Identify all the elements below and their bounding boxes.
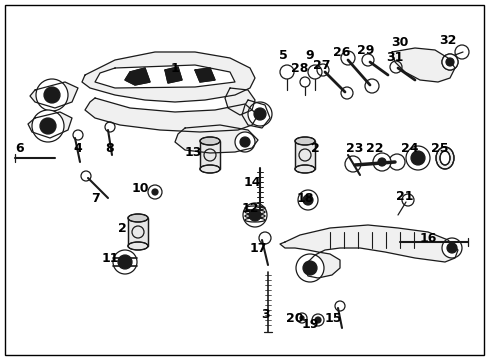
- Text: 2: 2: [310, 141, 319, 154]
- Circle shape: [303, 195, 312, 205]
- Circle shape: [299, 316, 304, 320]
- Text: 29: 29: [357, 44, 374, 57]
- Ellipse shape: [128, 214, 148, 222]
- Text: 3: 3: [260, 309, 269, 321]
- Circle shape: [118, 255, 132, 269]
- Text: 14: 14: [243, 176, 260, 189]
- Polygon shape: [82, 52, 254, 102]
- Text: 6: 6: [16, 141, 24, 154]
- Text: 4: 4: [74, 141, 82, 154]
- Circle shape: [314, 317, 320, 323]
- Text: 23: 23: [346, 141, 363, 154]
- Circle shape: [113, 250, 137, 274]
- Bar: [128, 218, 148, 246]
- Bar: [294, 141, 314, 169]
- Circle shape: [152, 189, 158, 195]
- Text: 17: 17: [249, 242, 266, 255]
- Polygon shape: [175, 125, 258, 153]
- Polygon shape: [391, 48, 454, 82]
- Text: 26: 26: [333, 45, 350, 59]
- Circle shape: [377, 158, 385, 166]
- Text: 18: 18: [296, 192, 313, 204]
- Polygon shape: [224, 88, 254, 115]
- Polygon shape: [125, 68, 150, 85]
- Text: 22: 22: [366, 141, 383, 154]
- Text: 7: 7: [90, 192, 99, 204]
- Circle shape: [296, 313, 306, 323]
- Text: 10: 10: [131, 181, 148, 194]
- Text: 28: 28: [291, 62, 308, 75]
- Text: 13: 13: [184, 145, 201, 158]
- Circle shape: [410, 151, 424, 165]
- Circle shape: [297, 190, 317, 210]
- Bar: [200, 141, 220, 169]
- Polygon shape: [280, 225, 457, 278]
- Circle shape: [44, 87, 60, 103]
- Circle shape: [40, 118, 56, 134]
- Text: 32: 32: [438, 33, 456, 46]
- Circle shape: [441, 54, 457, 70]
- Polygon shape: [164, 67, 182, 83]
- Circle shape: [446, 243, 456, 253]
- Text: 21: 21: [395, 189, 413, 202]
- Circle shape: [303, 261, 316, 275]
- Circle shape: [247, 102, 271, 126]
- Text: 24: 24: [401, 141, 418, 154]
- Text: 19: 19: [301, 319, 318, 332]
- Circle shape: [295, 254, 324, 282]
- Text: 27: 27: [313, 59, 330, 72]
- Text: 2: 2: [118, 221, 126, 234]
- Polygon shape: [242, 100, 269, 128]
- Ellipse shape: [294, 137, 314, 145]
- Text: 30: 30: [390, 36, 408, 49]
- Ellipse shape: [435, 147, 453, 169]
- Text: 1: 1: [170, 62, 179, 75]
- Text: 20: 20: [285, 311, 303, 324]
- Polygon shape: [85, 98, 258, 132]
- Text: 11: 11: [101, 252, 119, 265]
- Polygon shape: [195, 68, 215, 82]
- Ellipse shape: [294, 165, 314, 173]
- Ellipse shape: [128, 242, 148, 250]
- Text: 31: 31: [386, 50, 403, 63]
- Bar: [200, 141, 220, 169]
- Circle shape: [405, 146, 429, 170]
- Text: 5: 5: [278, 49, 287, 62]
- Polygon shape: [28, 112, 72, 138]
- Ellipse shape: [200, 137, 220, 145]
- Circle shape: [235, 132, 254, 152]
- Circle shape: [248, 209, 261, 221]
- Circle shape: [372, 153, 390, 171]
- Bar: [294, 141, 314, 169]
- Circle shape: [445, 58, 453, 66]
- Circle shape: [441, 238, 461, 258]
- Ellipse shape: [439, 151, 449, 165]
- Bar: [128, 218, 148, 246]
- Text: 9: 9: [305, 49, 314, 62]
- Text: 15: 15: [324, 311, 341, 324]
- Circle shape: [243, 203, 266, 227]
- Circle shape: [253, 108, 265, 120]
- Circle shape: [32, 110, 64, 142]
- Ellipse shape: [200, 165, 220, 173]
- Circle shape: [148, 185, 162, 199]
- Text: 16: 16: [418, 231, 436, 244]
- Circle shape: [36, 79, 68, 111]
- Polygon shape: [30, 82, 78, 108]
- Text: 25: 25: [430, 141, 448, 154]
- Circle shape: [311, 314, 324, 326]
- Circle shape: [240, 137, 249, 147]
- Polygon shape: [95, 65, 235, 88]
- Text: 8: 8: [105, 141, 114, 154]
- Text: 12: 12: [241, 202, 258, 215]
